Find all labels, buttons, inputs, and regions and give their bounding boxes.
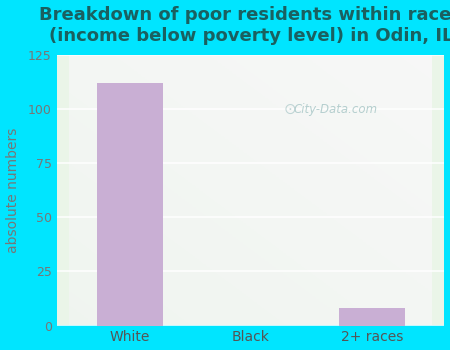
Y-axis label: absolute numbers: absolute numbers	[5, 128, 19, 253]
Text: ⊙: ⊙	[283, 102, 296, 117]
Title: Breakdown of poor residents within races
(income below poverty level) in Odin, I: Breakdown of poor residents within races…	[40, 6, 450, 45]
Text: City-Data.com: City-Data.com	[294, 103, 378, 116]
Bar	[97, 83, 163, 326]
Bar	[338, 308, 405, 326]
